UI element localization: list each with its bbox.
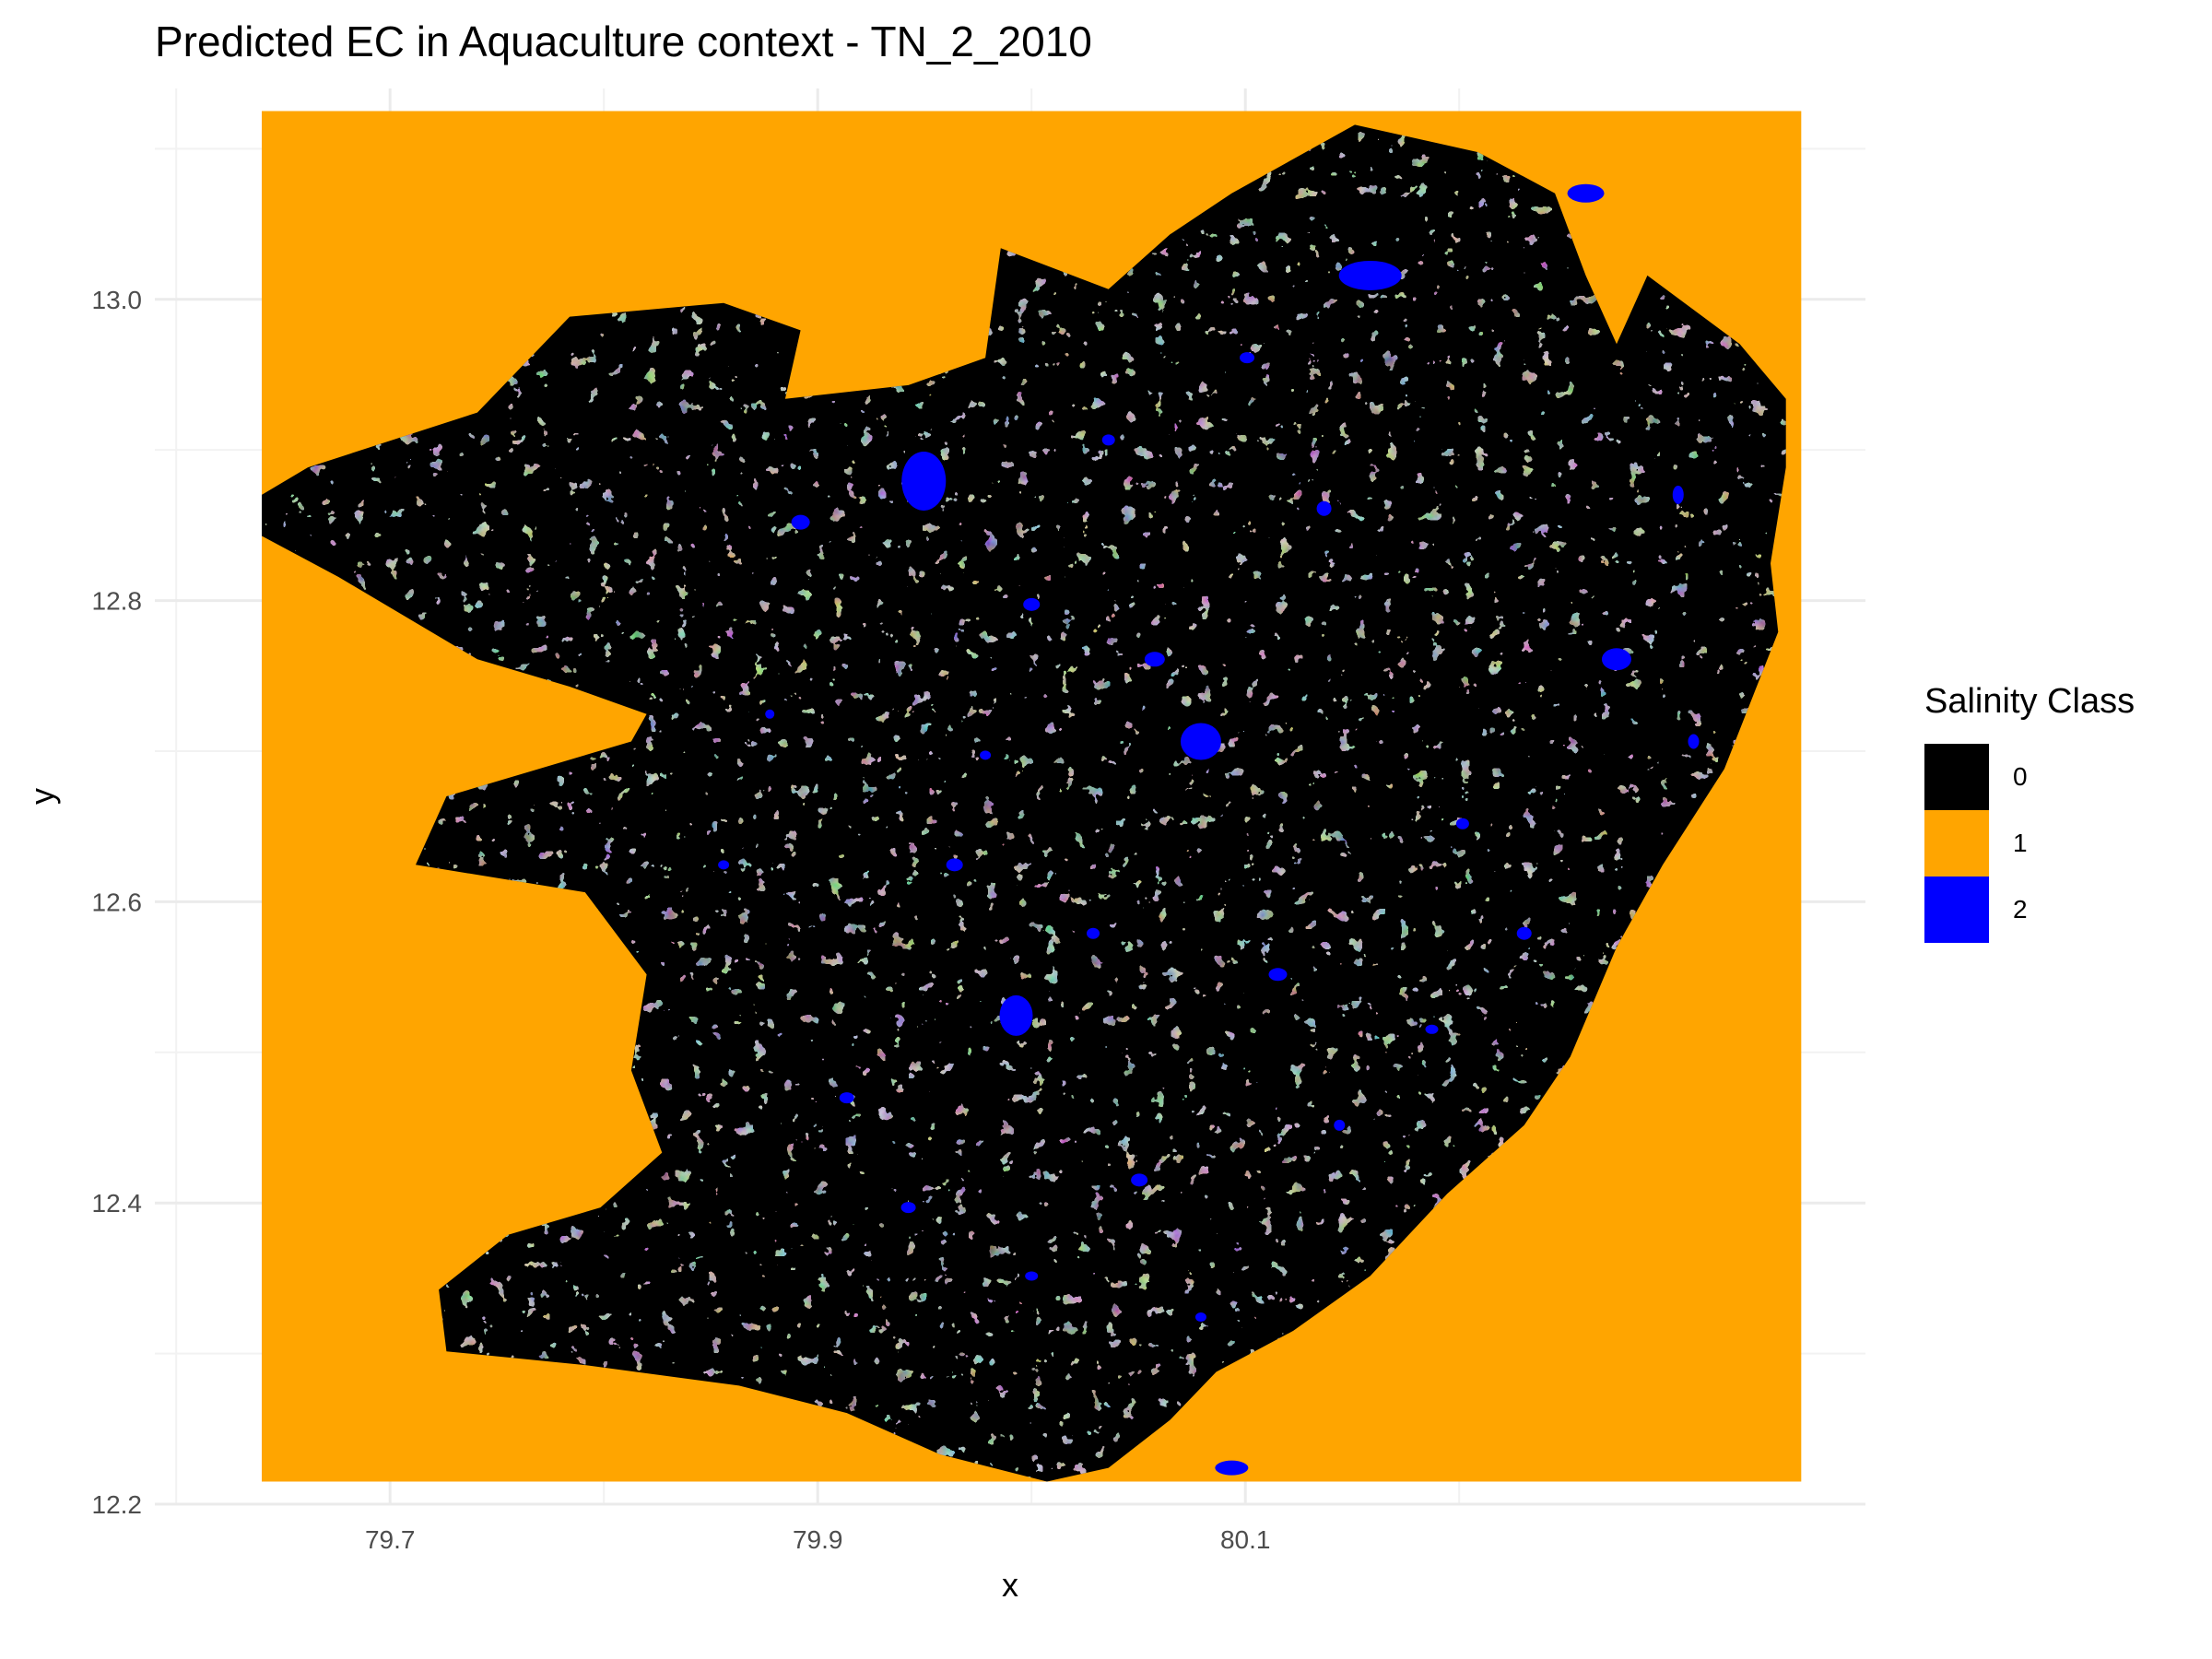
- y-tick-label: 12.6: [92, 888, 143, 916]
- legend-label-2: 2: [2013, 895, 2028, 924]
- x-axis-title: x: [1002, 1566, 1018, 1604]
- patch-class-2: [1672, 485, 1684, 504]
- patch-class-2: [1425, 1024, 1439, 1034]
- y-axis-title: y: [23, 788, 61, 805]
- y-tick-label: 12.8: [92, 587, 143, 616]
- patch-class-2: [1101, 434, 1115, 446]
- patch-class-2: [980, 750, 992, 760]
- y-tick-label: 12.4: [92, 1189, 143, 1218]
- patch-class-2: [1268, 968, 1288, 982]
- legend-key-0: [1924, 744, 1989, 810]
- patch-class-2: [1240, 352, 1255, 364]
- patch-class-2: [1338, 260, 1402, 290]
- x-axis-ticks: 79.7 79.9 80.1: [365, 1525, 1270, 1554]
- raster-map: [262, 111, 1802, 1482]
- legend-item-1: 1: [1924, 810, 2135, 877]
- patch-class-2: [1215, 1460, 1249, 1476]
- x-tick-label: 80.1: [1220, 1525, 1271, 1554]
- legend: Salinity Class 0 1 2: [1924, 682, 2135, 943]
- chart-title: Predicted EC in Aquaculture context - TN…: [155, 18, 1092, 65]
- patch-class-2: [839, 1092, 854, 1104]
- patch-class-2: [946, 858, 963, 872]
- legend-label-1: 1: [2013, 829, 2028, 857]
- patch-class-2: [1131, 1173, 1148, 1187]
- x-tick-label: 79.9: [793, 1525, 843, 1554]
- patch-class-2: [1688, 734, 1700, 749]
- legend-item-2: 2: [1924, 877, 2135, 943]
- patch-class-2: [1455, 818, 1469, 830]
- y-tick-label: 12.2: [92, 1490, 143, 1519]
- patch-class-2: [718, 860, 730, 870]
- patch-class-2: [1144, 652, 1165, 667]
- patch-class-2: [1567, 183, 1605, 203]
- x-tick-label: 79.7: [365, 1525, 416, 1554]
- legend-item-0: 0: [1924, 744, 2135, 810]
- patch-class-2: [1023, 597, 1041, 611]
- patch-class-2: [1194, 1312, 1206, 1323]
- patch-class-2: [1316, 500, 1332, 516]
- patch-class-2: [765, 709, 775, 719]
- legend-key-2: [1924, 877, 1989, 943]
- patch-class-2: [1601, 648, 1631, 671]
- patch-class-2: [1334, 1119, 1346, 1131]
- legend-key-1: [1924, 810, 1989, 877]
- patch-class-2: [1516, 926, 1532, 940]
- patch-class-2: [901, 451, 947, 511]
- y-axis-ticks: 12.2 12.4 12.6 12.8 13.0: [92, 286, 143, 1519]
- legend-label-0: 0: [2013, 762, 2028, 791]
- patch-class-2: [791, 514, 810, 530]
- legend-title: Salinity Class: [1924, 682, 2136, 721]
- patch-class-2: [900, 1202, 916, 1214]
- patch-class-2: [1025, 1271, 1039, 1281]
- patch-class-2: [999, 994, 1033, 1036]
- patch-class-2: [1087, 927, 1100, 939]
- y-tick-label: 13.0: [92, 286, 143, 314]
- patch-class-2: [1180, 723, 1221, 760]
